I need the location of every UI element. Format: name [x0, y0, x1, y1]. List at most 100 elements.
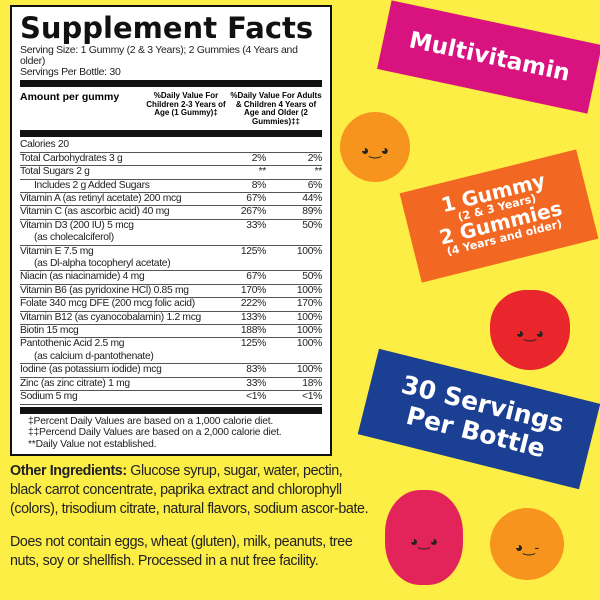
children-dv: 170% [240, 284, 266, 296]
adults-dv: 100% [296, 245, 322, 257]
multivitamin-banner: Multivitamin [377, 0, 600, 114]
nutrient-name: Iodine (as potassium iodide) mcg [20, 364, 230, 376]
nutrient-label: Vitamin C (as ascorbic acid) 40 mg [20, 206, 170, 218]
children-dv: <1% [246, 391, 266, 403]
nutrient-name: Vitamin B12 (as cyanocobalamin) 1.2 mcg [20, 312, 230, 324]
nutrient-label: Niacin (as niacinamide) 4 mg [20, 271, 145, 283]
children-dv: 125% [240, 245, 266, 257]
nutrient-table: Total Carbohydrates 3 g 2% 2% Total Sugars … [20, 153, 322, 405]
nutrient-label: Includes 2 g Added Sugars [34, 179, 150, 191]
nutrient-label: Vitamin B6 (as pyridoxine HCl) 0.85 mg [20, 284, 189, 296]
nutrient-source: (as calcium d-pantothenate) [34, 350, 154, 362]
adults-dv: ** [314, 166, 323, 178]
nutrient-row: Niacin (as niacinamide) 4 mg 67% 50% [20, 271, 322, 285]
nutrient-row: Folate 340 mcg DFE (200 mcg folic acid) 2… [20, 298, 322, 312]
nutrient-row: Sodium 5 mg <1% <1% [20, 391, 322, 405]
children-dv: 133% [240, 311, 266, 323]
servings-per-bottle: Servings Per Bottle: 30 [20, 66, 121, 78]
dosage-banner: 1 Gummy (2 & 3 Years) 2 Gummies (4 Years… [399, 149, 599, 283]
nutrient-label: Vitamin A (as retinyl acetate) 200 mcg [20, 193, 182, 204]
children-dv: 2% [251, 152, 267, 164]
other-ingredients: Other Ingredients: Glucose syrup, sugar,… [10, 462, 375, 519]
left-column: Supplement Facts Serving Size: 1 Gummy (… [10, 5, 375, 571]
adults-dv: 100% [296, 311, 322, 323]
children-dv: 83% [246, 364, 266, 376]
divider [20, 80, 322, 87]
nutrient-label: Iodine (as potassium iodide) mcg [20, 364, 162, 376]
adults-dv-header: %Daily Value For Adults & Children 4 Yea… [230, 91, 322, 126]
adults-dv: 100% [296, 284, 322, 296]
footnote: ‡‡Percend Daily Values are based on a 2,… [28, 427, 282, 438]
amount-header: Amount per gummy [20, 91, 120, 103]
adults-dv: 100% [296, 338, 322, 350]
nutrient-label: Total Sugars 2 g [20, 166, 90, 178]
allergen-statement: Does not contain eggs, wheat (gluten), m… [10, 534, 353, 569]
children-dv: 8% [251, 179, 267, 191]
adults-dv: 18% [302, 377, 322, 389]
nutrient-label: Vitamin D3 (200 IU) 5 mcg [20, 219, 134, 231]
adults-dv: <1% [302, 391, 322, 403]
column-header: Amount per gummy %Daily Value For Childr… [20, 89, 322, 128]
nutrient-label: Vitamin E 7.5 mg [20, 245, 94, 257]
nutrient-row: Pantothenic Acid 2.5 mg (as calcium d-pan… [20, 338, 322, 365]
adults-dv: 100% [296, 364, 322, 376]
nutrient-label: Sodium 5 mg [20, 391, 78, 403]
servings-banner: 30 Servings Per Bottle [357, 348, 600, 490]
orange-character-icon: ◕‿◕ [340, 112, 410, 182]
children-dv: 188% [240, 325, 266, 337]
nutrient-row: Vitamin C (as ascorbic acid) 40 mg 267% 89… [20, 206, 322, 220]
serving-size: Serving Size: 1 Gummy (2 & 3 Years); 2 G… [20, 44, 298, 67]
adults-dv: 44% [302, 193, 322, 204]
nutrient-row: Total Carbohydrates 3 g 2% 2% [20, 152, 322, 167]
label-title: Supplement Facts [20, 11, 314, 45]
children-dv: 33% [246, 377, 266, 389]
nutrient-row: Vitamin B6 (as pyridoxine HCl) 0.85 mg 17… [20, 284, 322, 299]
children-dv: 67% [246, 193, 266, 204]
children-dv: 67% [246, 271, 266, 283]
nutrient-name: Pantothenic Acid 2.5 mg (as calcium d-pan… [20, 338, 230, 363]
nutrient-name: Total Carbohydrates 3 g [20, 153, 230, 165]
footnotes: ‡Percent Daily Values are based on a 1,0… [20, 416, 322, 451]
orange-character-icon: ◕‿- [490, 508, 564, 580]
nutrient-name: Includes 2 g Added Sugars [20, 180, 230, 192]
adults-dv: 100% [296, 325, 322, 337]
adults-dv: 170% [296, 298, 322, 310]
nutrient-name: Folate 340 mcg DFE (200 mcg folic acid) [20, 298, 230, 310]
supplement-facts-label: Supplement Facts Serving Size: 1 Gummy (… [10, 5, 332, 456]
calories-row: Calories 20 [20, 139, 322, 153]
nutrient-name: Vitamin E 7.5 mg (as Dl-alpha tocopheryl … [20, 246, 230, 271]
nutrient-label: Folate 340 mcg DFE (200 mcg folic acid) [20, 298, 195, 310]
adults-dv: 50% [302, 271, 322, 283]
nutrient-label: Biotin 15 mcg [20, 325, 79, 337]
nutrient-name: Niacin (as niacinamide) 4 mg [20, 271, 230, 283]
nutrient-name: Vitamin D3 (200 IU) 5 mcg (as cholecalcif… [20, 220, 230, 245]
children-dv: 33% [246, 219, 266, 231]
nutrient-label: Vitamin B12 (as cyanocobalamin) 1.2 mcg [20, 311, 201, 323]
ingredients-heading: Other Ingredients: [10, 463, 127, 479]
divider [20, 130, 322, 138]
children-dv-header: %Daily Value For Children 2-3 Years of A… [146, 91, 226, 118]
nutrient-row: Total Sugars 2 g ** ** [20, 166, 323, 180]
calories: Calories 20 [20, 139, 69, 151]
nutrient-row: Includes 2 g Added Sugars 8% 6% [20, 180, 322, 193]
nutrient-row: Zinc (as zinc citrate) 1 mg 33% 18% [20, 377, 322, 392]
nutrient-label: Zinc (as zinc citrate) 1 mg [20, 377, 130, 389]
nutrient-name: Sodium 5 mg [20, 391, 230, 403]
nutrient-row: Vitamin E 7.5 mg (as Dl-alpha tocopheryl … [20, 246, 322, 272]
ingredients-text: Glucose syrup, sugar, water, pectin, bla… [10, 463, 369, 517]
nutrient-source: (as cholecalciferol) [34, 232, 114, 244]
nutrient-row: Biotin 15 mcg 188% 100% [20, 325, 322, 339]
nutrient-row: Vitamin D3 (200 IU) 5 mcg (as cholecalcif… [20, 220, 322, 246]
adults-dv: 89% [302, 206, 322, 218]
nutrient-name: Vitamin C (as ascorbic acid) 40 mg [20, 206, 230, 218]
raspberry-character-icon: ◕‿◕ [385, 490, 463, 585]
nutrient-name: Total Sugars 2 g [20, 166, 230, 178]
nutrient-label: Pantothenic Acid 2.5 mg [20, 338, 125, 350]
divider [20, 406, 322, 414]
adults-dv: 6% [307, 179, 323, 191]
nutrient-row: Iodine (as potassium iodide) mcg 83% 100% [20, 364, 322, 378]
nutrient-source: (as Dl-alpha tocopheryl acetate) [34, 258, 171, 270]
footnote: **Daily Value not established. [28, 438, 157, 450]
nutrient-row: Vitamin B12 (as cyanocobalamin) 1.2 mcg 1… [20, 311, 322, 326]
footnote: ‡Percent Daily Values are based on a 1,0… [28, 415, 274, 427]
